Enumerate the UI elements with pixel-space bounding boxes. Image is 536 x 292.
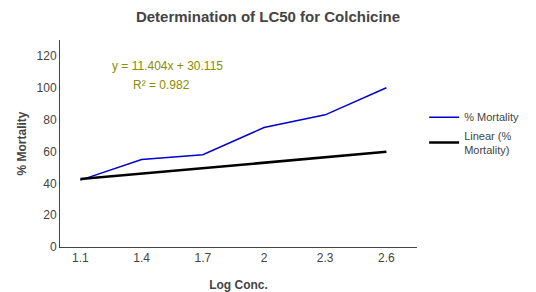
svg-text:1.1: 1.1: [72, 251, 89, 265]
svg-text:R² = 0.982: R² = 0.982: [133, 78, 190, 92]
svg-text:120: 120: [37, 49, 57, 63]
svg-text:20: 20: [43, 208, 57, 222]
svg-text:y = 11.404x + 30.115: y = 11.404x + 30.115: [112, 59, 223, 73]
svg-text:2.6: 2.6: [378, 251, 395, 265]
svg-text:2: 2: [261, 251, 268, 265]
svg-text:% Mortality: % Mortality: [464, 111, 519, 123]
svg-text:60: 60: [43, 145, 57, 159]
svg-text:Determination of LC50 for Colc: Determination of LC50 for Colchicine: [136, 8, 400, 25]
svg-text:2.3: 2.3: [317, 251, 334, 265]
svg-text:1.4: 1.4: [133, 251, 150, 265]
svg-text:40: 40: [43, 177, 57, 191]
svg-text:1.7: 1.7: [194, 251, 211, 265]
svg-text:100: 100: [37, 81, 57, 95]
svg-text:Log Conc.: Log Conc.: [209, 278, 268, 292]
svg-text:0: 0: [50, 240, 57, 254]
svg-text:% Mortality: % Mortality: [15, 111, 29, 175]
svg-text:80: 80: [43, 113, 57, 127]
svg-text:Linear (%Mortality): Linear (%Mortality): [464, 130, 511, 156]
